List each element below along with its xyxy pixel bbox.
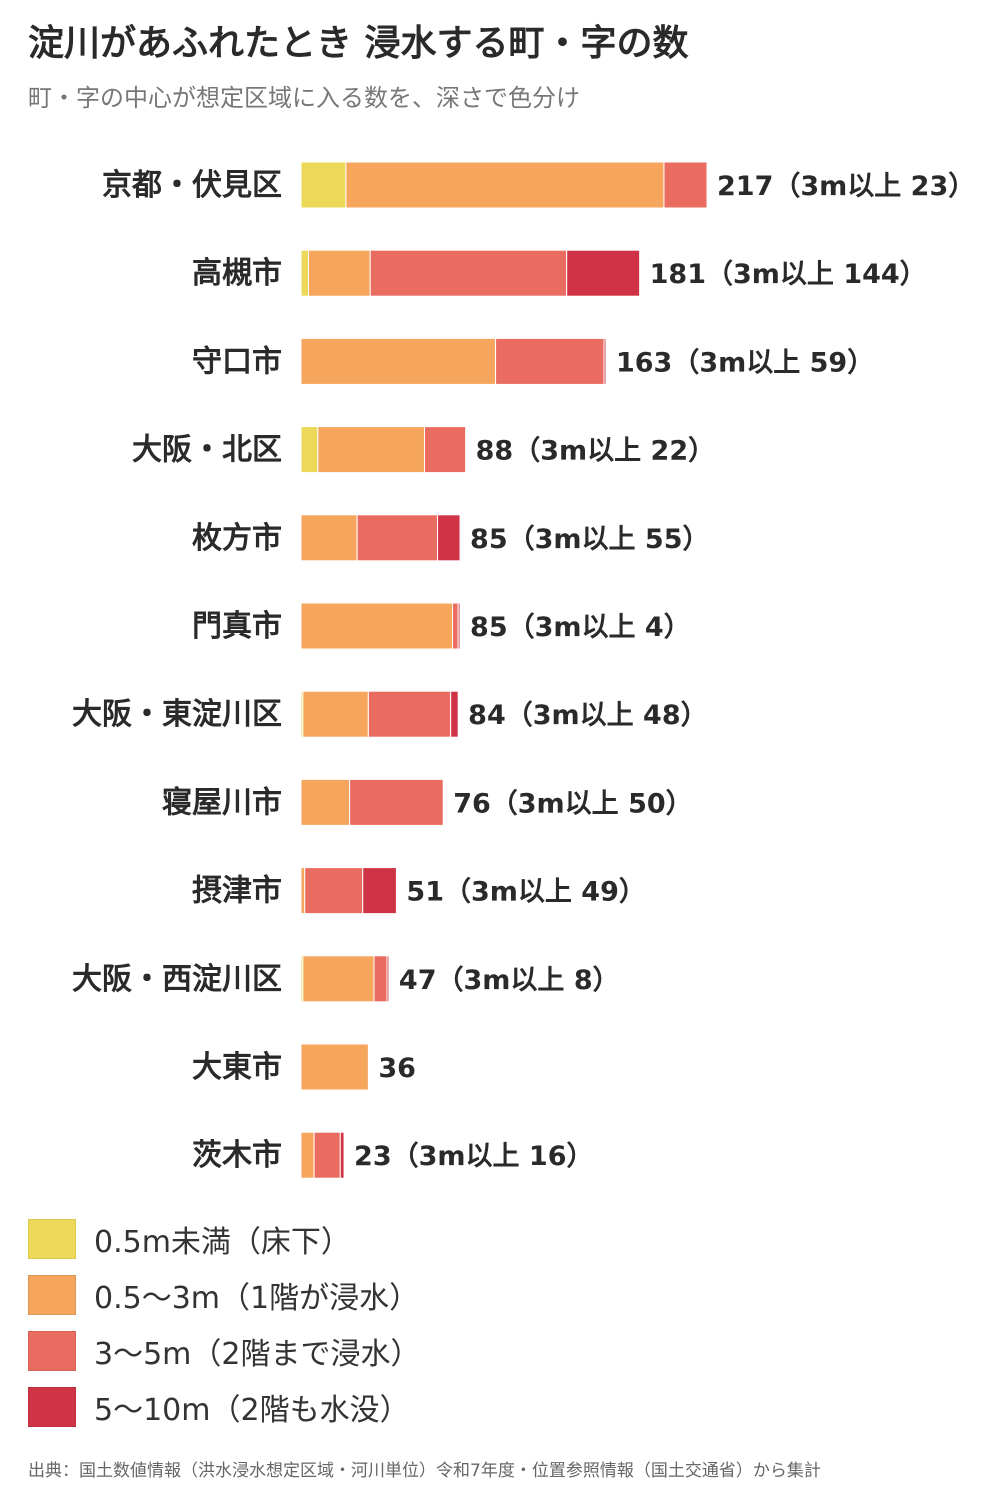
bar-segment xyxy=(369,249,568,297)
legend-item-3-5m: 3〜5m（2階まで浸水） xyxy=(28,1330,420,1372)
bar-segment xyxy=(300,161,347,209)
legend: 0.5m未満（床下） 0.5〜3m（1階が浸水） 3〜5m（2階まで浸水） 5〜… xyxy=(28,1218,420,1442)
stacked-bar-chart: 京都・伏見区 217（3m以上 23） 高槻市 181（3m以上 144） 守口市 163… xyxy=(72,161,975,1179)
category-label: 守口市 xyxy=(192,344,282,379)
bar-segment xyxy=(300,249,309,297)
value-label: 85（3m以上 4） xyxy=(470,612,691,643)
value-label: 47（3m以上 8） xyxy=(399,965,620,996)
value-label: 23（3m以上 16） xyxy=(354,1141,593,1172)
category-label: 門真市 xyxy=(192,609,282,644)
bar-segment xyxy=(495,337,605,385)
value-label: 84（3m以上 48） xyxy=(468,700,707,731)
bar-segment xyxy=(386,955,390,1003)
bar-segment xyxy=(423,426,467,474)
value-label: 85（3m以上 55） xyxy=(470,524,709,555)
category-label: 大阪・東淀川区 xyxy=(72,697,282,732)
legend-label: 3〜5m（2階まで浸水） xyxy=(94,1337,421,1372)
bar-segment xyxy=(362,867,397,915)
value-label: 181（3m以上 144） xyxy=(650,259,927,290)
bar-segment xyxy=(356,514,439,562)
bar-segment xyxy=(452,602,459,650)
bar-segment xyxy=(300,1043,369,1091)
bar-segment xyxy=(300,337,497,385)
chart-subtitle: 町・字の中心が想定区域に入る数を、深さで色分け xyxy=(28,84,580,112)
legend-swatch-yellow xyxy=(28,1219,76,1259)
value-label: 51（3m以上 49） xyxy=(406,877,645,908)
value-label: 217（3m以上 23） xyxy=(717,171,975,202)
category-label: 摂津市 xyxy=(192,874,282,909)
category-label: 高槻市 xyxy=(192,256,282,291)
legend-item-5-10m: 5〜10m（2階も水没） xyxy=(28,1386,420,1428)
bar-segment xyxy=(345,161,665,209)
legend-swatch-coral xyxy=(28,1331,76,1371)
bar-segment xyxy=(313,1131,341,1179)
value-label: 36 xyxy=(378,1053,416,1084)
category-label: 茨木市 xyxy=(192,1138,282,1173)
chart-title: 淀川があふれたとき 浸水する町・字の数 xyxy=(28,23,689,64)
bar-segment xyxy=(300,867,306,915)
bar-segment xyxy=(300,1131,315,1179)
bar-segment xyxy=(300,426,319,474)
source-note: 出典：国土数値情報（洪水浸水想定区域・河川単位）令和7年度・位置参照情報（国土交… xyxy=(28,1461,821,1481)
value-label: 163（3m以上 59） xyxy=(616,347,874,378)
bar-segment xyxy=(300,602,454,650)
value-label: 76（3m以上 50） xyxy=(453,788,692,819)
bar-segment xyxy=(349,778,444,826)
bar-segment xyxy=(450,690,459,738)
bar-segment xyxy=(304,867,364,915)
bar-segment xyxy=(302,690,369,738)
bar-segment xyxy=(457,602,461,650)
category-label: 京都・伏見区 xyxy=(102,168,282,203)
bar-segment xyxy=(317,426,425,474)
bar-segment xyxy=(302,955,375,1003)
bar-segment xyxy=(367,690,452,738)
legend-swatch-orange xyxy=(28,1275,76,1315)
legend-item-0-5-3m: 0.5〜3m（1階が浸水） xyxy=(28,1274,420,1316)
category-label: 寝屋川市 xyxy=(162,785,282,820)
bar-segment xyxy=(300,778,351,826)
category-label: 大阪・西淀川区 xyxy=(72,962,282,997)
bar-segment xyxy=(566,249,641,297)
bar-segment xyxy=(300,514,358,562)
bar-segment xyxy=(603,337,607,385)
legend-label: 5〜10m（2階も水没） xyxy=(94,1393,410,1428)
category-label: 大東市 xyxy=(192,1050,282,1085)
bar-segment xyxy=(663,161,708,209)
bar-segment xyxy=(339,1131,345,1179)
bar-segment xyxy=(307,249,371,297)
legend-label: 0.5m未満（床下） xyxy=(94,1225,351,1260)
legend-item-under-0-5m: 0.5m未満（床下） xyxy=(28,1218,420,1260)
legend-swatch-red xyxy=(28,1387,76,1427)
bar-segment xyxy=(373,955,388,1003)
category-label: 枚方市 xyxy=(192,521,282,556)
legend-label: 0.5〜3m（1階が浸水） xyxy=(94,1281,420,1316)
bar-segment xyxy=(437,514,461,562)
value-label: 88（3m以上 22） xyxy=(476,436,715,467)
category-label: 大阪・北区 xyxy=(132,433,282,468)
